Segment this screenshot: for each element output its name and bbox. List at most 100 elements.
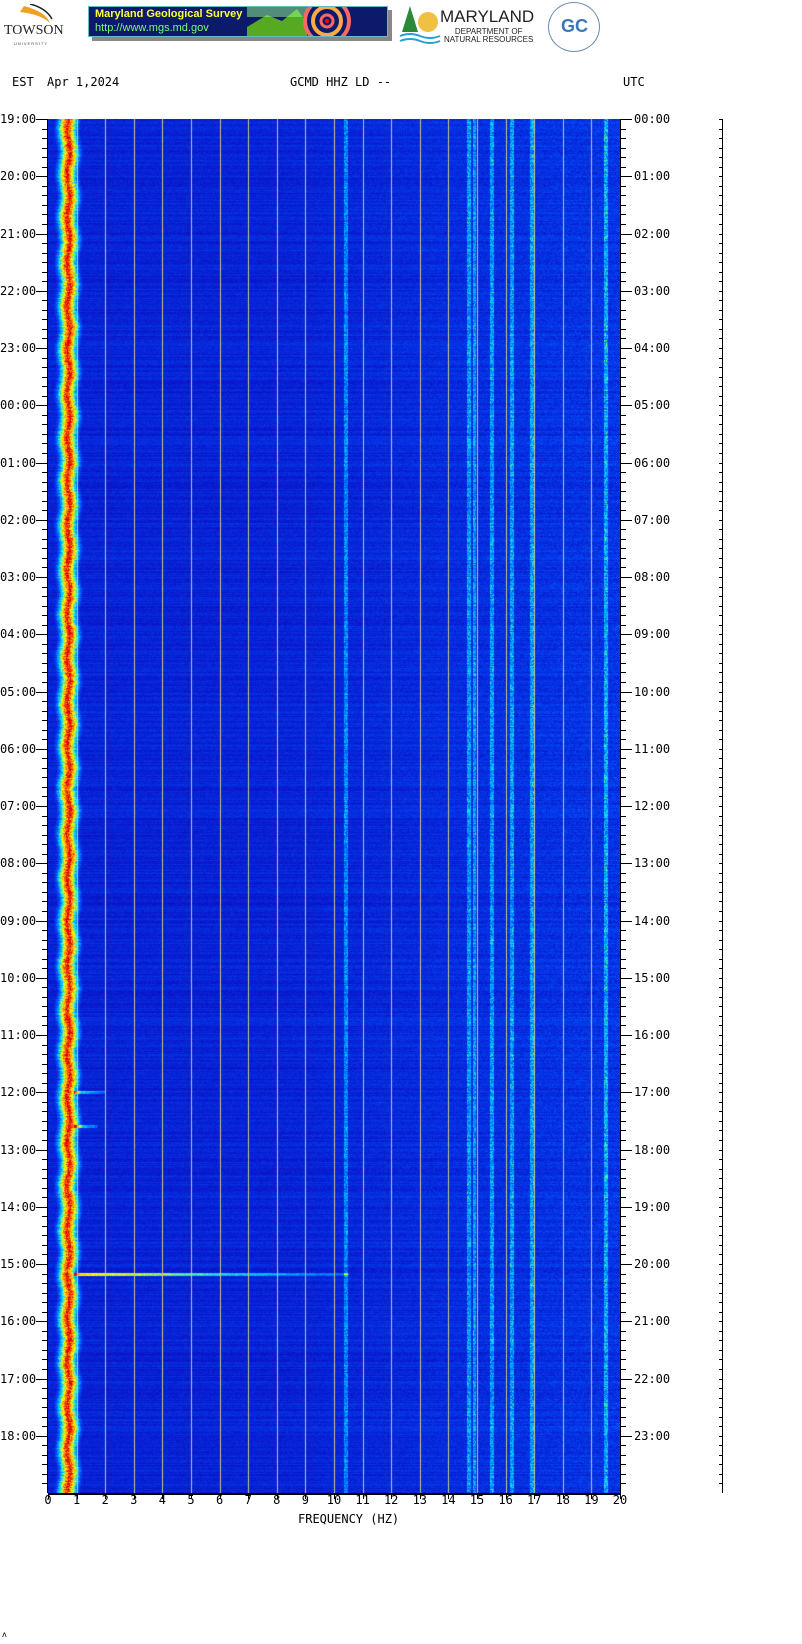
ref-tick [719, 166, 722, 168]
right-tick [620, 681, 626, 683]
left-tick [36, 405, 48, 407]
x-tick [105, 1493, 107, 1499]
right-tick [620, 157, 626, 159]
x-tick [591, 1493, 593, 1499]
ref-tick [719, 777, 722, 779]
right-tick [620, 1426, 626, 1428]
ref-tick [719, 1063, 722, 1065]
x-tick [219, 1493, 221, 1499]
left-tick [42, 710, 48, 712]
ref-tick [719, 1054, 722, 1056]
mgs-url[interactable]: http://www.mgs.md.gov [95, 22, 209, 34]
ref-tick [719, 987, 722, 989]
dnr-sub: DEPARTMENT OF NATURAL RESOURCES [444, 28, 533, 44]
left-tick [42, 452, 48, 454]
ref-tick [719, 376, 722, 378]
x-tick [248, 1493, 250, 1499]
ref-tick [719, 1178, 722, 1180]
left-tick [42, 510, 48, 512]
y-axis-line-right [620, 119, 621, 1493]
right-tick [620, 662, 626, 664]
y-left-tick-label: 22:00 [0, 283, 37, 298]
garrett-initials: GC [561, 16, 588, 36]
x-tick-label: 9 [301, 1493, 309, 1507]
x-tick [505, 1493, 507, 1499]
ref-tick [719, 414, 722, 416]
y-right-tick-label: 12:00 [634, 799, 671, 813]
right-tick [620, 491, 626, 493]
ref-tick [719, 300, 722, 302]
left-tick [42, 1244, 48, 1246]
dnr-sub1: DEPARTMENT OF [454, 27, 523, 36]
ref-tick [719, 786, 722, 788]
ref-tick [719, 605, 722, 607]
mgs-banner[interactable]: Maryland Geological Survey http://www.mg… [88, 6, 388, 37]
right-tick [620, 643, 626, 645]
right-tick [620, 529, 626, 531]
right-tick [620, 233, 632, 235]
y-right-tick-label: 19:00 [634, 1199, 671, 1214]
right-tick [620, 223, 626, 225]
ref-tick [719, 1206, 722, 1208]
y-right-tick-label: 21:00 [634, 1314, 671, 1329]
left-tick [42, 328, 48, 330]
left-tick [42, 271, 48, 273]
right-tick [620, 1063, 626, 1065]
x-tick [620, 1493, 621, 1499]
x-tick [276, 1493, 278, 1499]
left-tick [42, 853, 48, 855]
right-tick [620, 243, 626, 245]
right-tick [620, 596, 626, 598]
right-tick [620, 767, 626, 769]
ref-tick [719, 1397, 722, 1399]
right-tick [620, 1130, 626, 1132]
ref-tick [719, 452, 722, 454]
y-right-tick-label: 05:00 [634, 398, 671, 413]
left-tick [42, 844, 48, 846]
left-tick [42, 1054, 48, 1056]
left-tick [42, 1407, 48, 1409]
y-left-tick-label: 23:00 [0, 341, 37, 355]
y-right-tick-label: 02:00 [634, 226, 671, 241]
left-tick [42, 1025, 48, 1027]
ref-tick [719, 243, 722, 245]
right-tick [620, 1483, 626, 1485]
left-tick [42, 1197, 48, 1199]
ref-tick [719, 681, 722, 683]
right-tick [620, 853, 626, 855]
dnr-name: MARYLAND [440, 7, 535, 26]
left-tick [42, 1359, 48, 1361]
ref-tick [719, 128, 722, 130]
ref-tick [719, 939, 722, 941]
x-tick-label: 7 [244, 1493, 252, 1507]
left-tick [42, 1368, 48, 1370]
left-tick [42, 281, 48, 283]
ref-tick [719, 1235, 722, 1237]
right-tick [620, 1388, 626, 1390]
right-tick [620, 1073, 626, 1075]
ref-tick [719, 557, 722, 559]
y-left-tick-label: 04:00 [0, 627, 37, 642]
ref-tick [719, 996, 722, 998]
x-tick-label: 13 [412, 1493, 428, 1507]
ref-tick [719, 672, 722, 674]
ref-tick [719, 424, 722, 426]
y-right-tick-label: 01:00 [634, 169, 671, 184]
y-left-tick-label: 02:00 [0, 512, 37, 527]
right-tick [620, 195, 626, 197]
ref-tick [719, 271, 722, 273]
x-tick [477, 1493, 478, 1499]
x-tick-label: 0 [44, 1493, 52, 1507]
right-tick [620, 367, 626, 369]
right-tick [620, 815, 626, 817]
right-tick [620, 481, 626, 483]
left-tick [42, 243, 48, 245]
left-tick [42, 949, 48, 951]
right-tick [620, 834, 626, 836]
ref-tick [719, 290, 722, 292]
right-tick [620, 1378, 632, 1380]
ref-tick [719, 309, 722, 311]
left-tick [42, 1044, 48, 1046]
ref-tick [719, 596, 722, 598]
ref-tick [719, 1359, 722, 1361]
